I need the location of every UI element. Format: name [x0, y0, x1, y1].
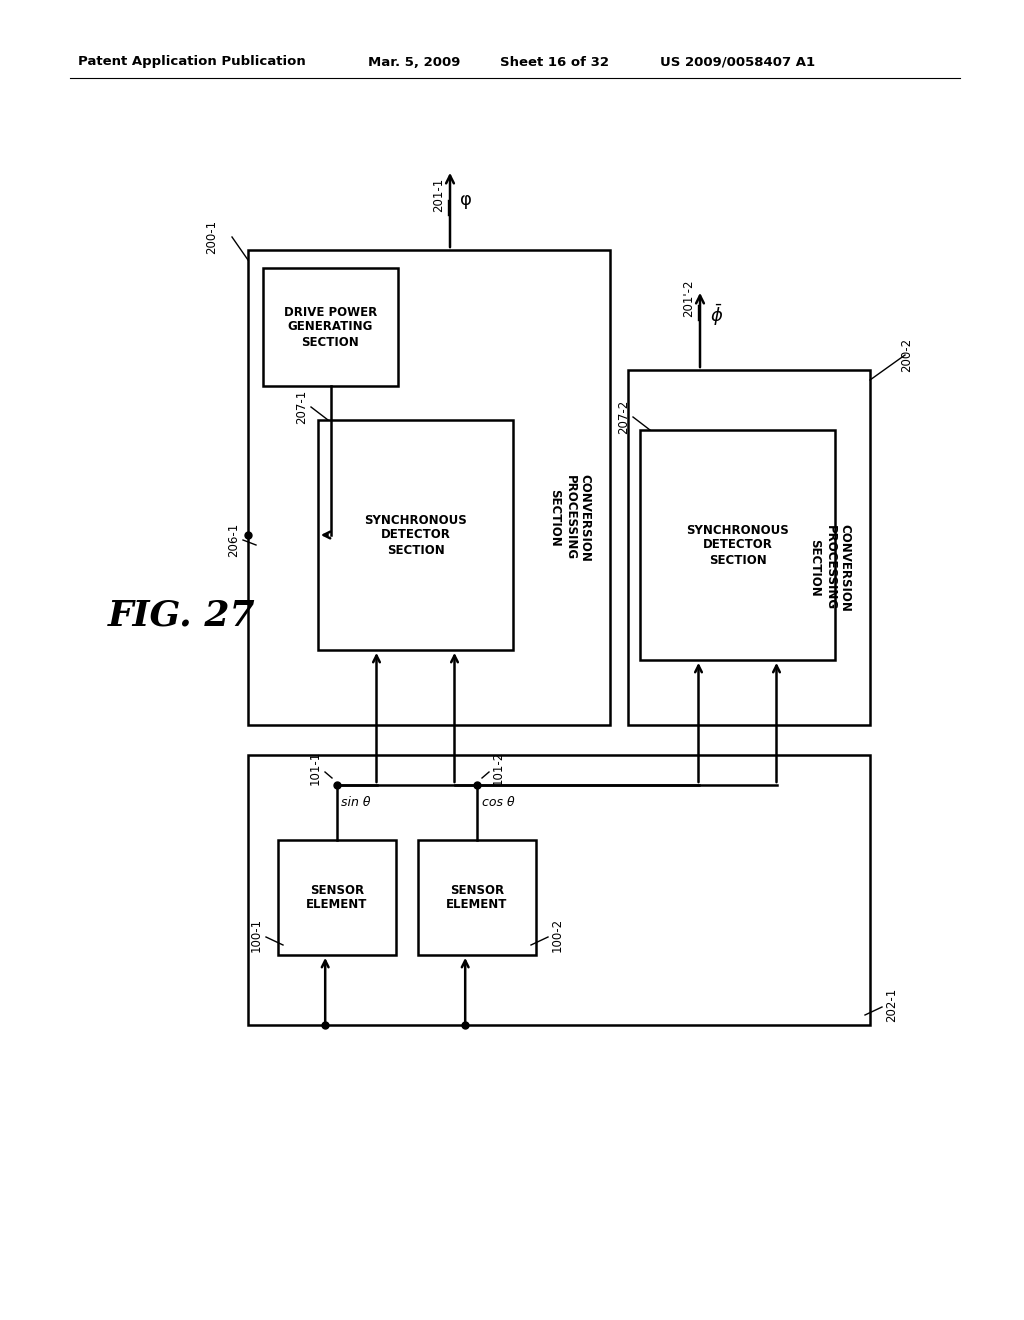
Bar	[263, 268, 398, 385]
Bar	[248, 249, 610, 725]
Text: 200-2: 200-2	[900, 338, 913, 372]
Text: SYNCHRONOUS
DETECTOR
SECTION: SYNCHRONOUS DETECTOR SECTION	[365, 513, 467, 557]
Text: SYNCHRONOUS
DETECTOR
SECTION: SYNCHRONOUS DETECTOR SECTION	[686, 524, 788, 566]
Text: DRIVE POWER
GENERATING
SECTION: DRIVE POWER GENERATING SECTION	[284, 305, 377, 348]
Text: 201'-2: 201'-2	[682, 280, 695, 317]
Text: Mar. 5, 2009: Mar. 5, 2009	[368, 55, 461, 69]
Text: Patent Application Publication: Patent Application Publication	[78, 55, 306, 69]
Bar	[628, 370, 870, 725]
Text: cos θ: cos θ	[482, 796, 515, 809]
Bar	[418, 840, 536, 954]
Text: 201-1: 201-1	[432, 178, 445, 213]
Text: SENSOR
ELEMENT: SENSOR ELEMENT	[446, 883, 508, 912]
Bar	[248, 755, 870, 1026]
Text: $\bar{\phi}$: $\bar{\phi}$	[710, 302, 723, 327]
Text: φ: φ	[460, 191, 472, 209]
Bar	[640, 430, 835, 660]
Text: FIG. 27: FIG. 27	[108, 598, 256, 632]
Text: SENSOR
ELEMENT: SENSOR ELEMENT	[306, 883, 368, 912]
Text: 100-2: 100-2	[551, 917, 564, 952]
Bar	[278, 840, 396, 954]
Text: 207-2: 207-2	[617, 400, 630, 434]
Text: 202-1: 202-1	[885, 987, 898, 1022]
Text: US 2009/0058407 A1: US 2009/0058407 A1	[660, 55, 815, 69]
Text: 101-2: 101-2	[492, 751, 505, 785]
Text: 200-1: 200-1	[205, 220, 218, 253]
Text: 101-1: 101-1	[309, 751, 322, 785]
Text: CONVERSION
PROCESSING
SECTION: CONVERSION PROCESSING SECTION	[809, 524, 852, 611]
Text: 207-1: 207-1	[295, 389, 308, 424]
Text: Sheet 16 of 32: Sheet 16 of 32	[500, 55, 609, 69]
Text: CONVERSION
PROCESSING
SECTION: CONVERSION PROCESSING SECTION	[549, 474, 592, 561]
Text: sin θ: sin θ	[341, 796, 371, 809]
Text: 206-1: 206-1	[227, 523, 240, 557]
Text: 100-1: 100-1	[250, 917, 263, 952]
Bar	[318, 420, 513, 649]
